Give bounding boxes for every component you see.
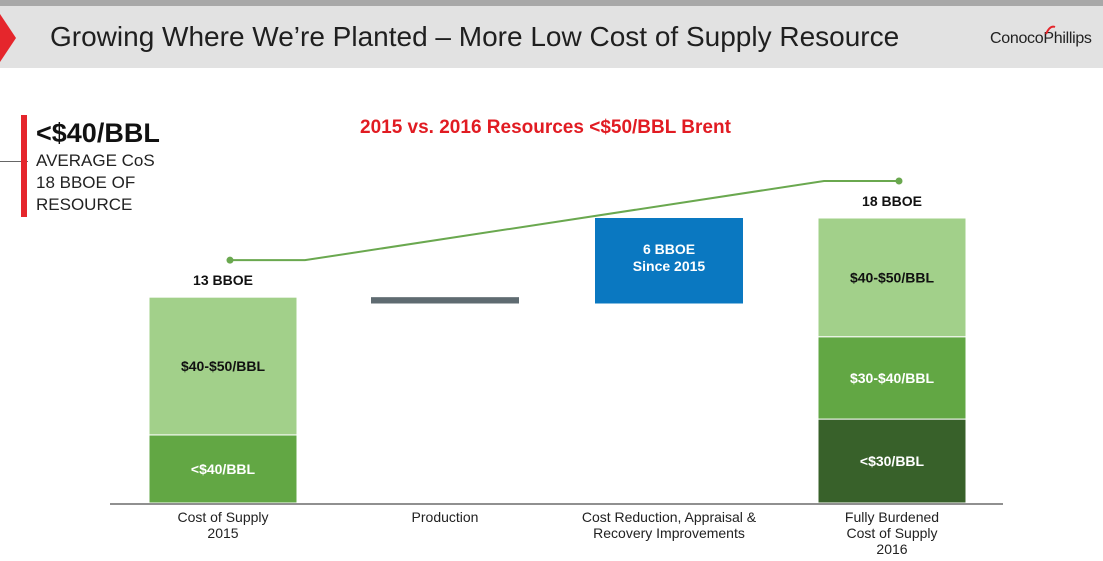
bar-segment-0-0 <box>148 434 298 504</box>
floating-bar-2 <box>595 218 743 304</box>
floating-bar-label-2-0: 6 BBOE <box>643 241 695 257</box>
segment-label-3-2: $40-$50/BBL <box>850 269 934 285</box>
x-label-cost-of-supply-2015: Cost of Supply 2015 <box>177 509 269 541</box>
logo-mark-icon <box>1045 25 1056 35</box>
header-bar <box>0 6 1103 68</box>
floating-bar-1 <box>371 297 519 304</box>
kpi-line-3: RESOURCE <box>36 195 133 214</box>
top-border <box>0 0 1103 6</box>
segment-label-0-1: $40-$50/BBL <box>181 358 265 374</box>
trend-line <box>230 180 899 262</box>
x-label-production: Production <box>411 509 479 525</box>
chart-title: 2015 vs. 2016 Resources <$50/BBL Brent <box>360 117 731 138</box>
kpi-line-1: AVERAGE CoS <box>36 151 155 170</box>
bar-total-label-3: 18 BBOE <box>862 193 922 209</box>
kpi-line-2: 18 BBOE OF <box>36 173 136 192</box>
x-label-cost-reduction: Cost Reduction, Appraisal & Recovery Imp… <box>581 509 757 541</box>
segment-label-3-0: <$30/BBL <box>860 453 925 469</box>
trend-point-end <box>895 177 903 185</box>
bar-segment-0-1 <box>148 296 298 436</box>
trend-point-start <box>226 256 234 264</box>
bar-segment-3-2 <box>817 217 967 338</box>
kpi-accent-bar <box>21 115 27 217</box>
kpi-leader-line <box>0 161 28 162</box>
kpi-value: <$40/BBL <box>36 118 160 148</box>
header-red-marker <box>0 14 16 62</box>
page-title: Growing Where We’re Planted – More Low C… <box>50 21 900 52</box>
floating-bar-label-2-1: Since 2015 <box>633 258 706 274</box>
kpi-description: AVERAGE CoS 18 BBOE OF RESOURCE <box>36 150 155 216</box>
company-logo: ConocoPhillips <box>990 30 1092 47</box>
bar-total-label-0: 13 BBOE <box>193 272 253 288</box>
bar-segment-3-1 <box>817 336 967 420</box>
x-label-fully-burdened-2016: Fully Burdened Cost of Supply 2016 <box>844 509 940 557</box>
segment-label-3-1: $30-$40/BBL <box>850 370 934 386</box>
segment-label-0-0: <$40/BBL <box>191 461 256 477</box>
